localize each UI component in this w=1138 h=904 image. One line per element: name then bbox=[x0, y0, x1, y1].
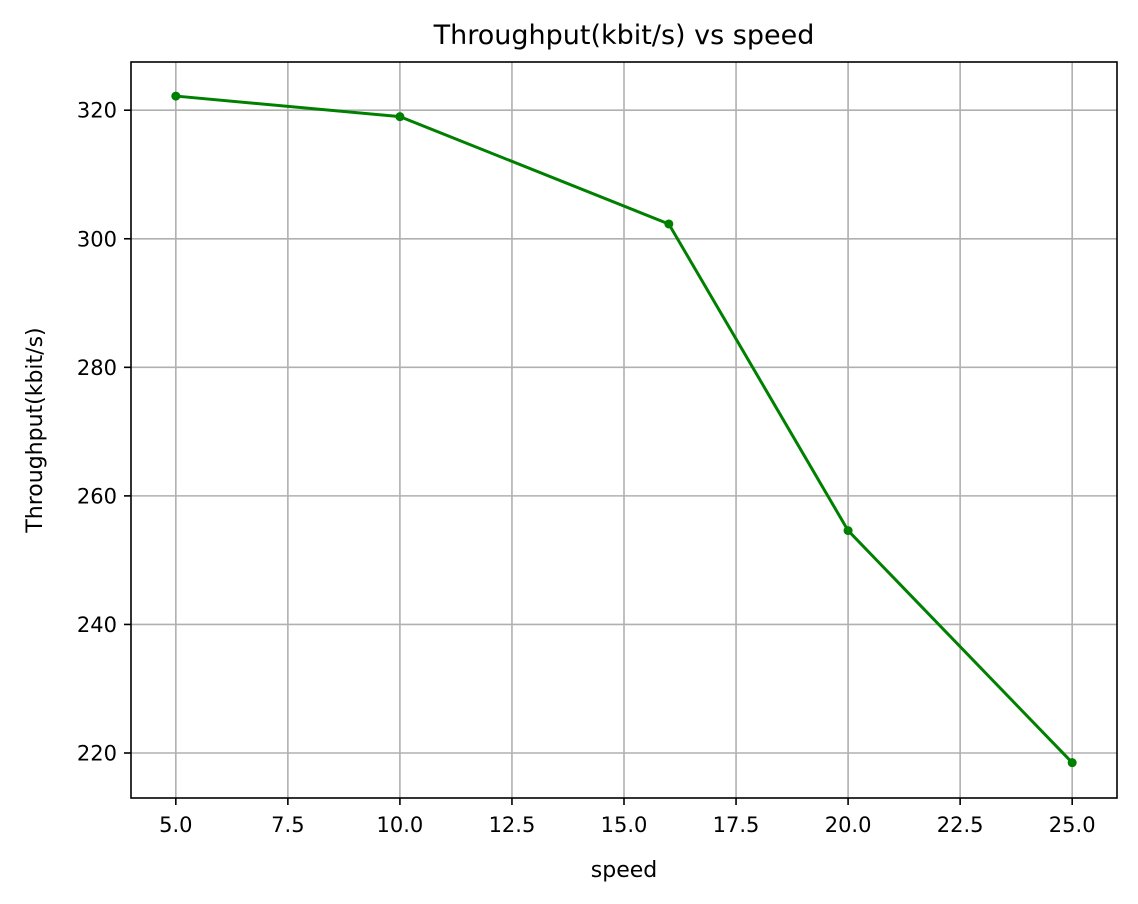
y-axis-label: Throughput(kbit/s) bbox=[23, 327, 48, 533]
x-tick-label: 22.5 bbox=[937, 813, 984, 837]
x-tick-label: 15.0 bbox=[601, 813, 648, 837]
x-tick-label: 5.0 bbox=[159, 813, 192, 837]
y-tick-label: 260 bbox=[77, 484, 117, 508]
x-tick-label: 12.5 bbox=[489, 813, 536, 837]
x-tick-label: 10.0 bbox=[377, 813, 424, 837]
data-point bbox=[171, 91, 181, 101]
y-tick-label: 220 bbox=[77, 742, 117, 766]
x-axis-label: speed bbox=[591, 858, 657, 883]
data-point bbox=[395, 112, 405, 122]
chart-title: Throughput(kbit/s) vs speed bbox=[433, 20, 815, 51]
data-point bbox=[664, 219, 674, 229]
x-tick-label: 17.5 bbox=[713, 813, 760, 837]
y-tick-label: 320 bbox=[77, 99, 117, 123]
series-layer bbox=[171, 91, 1077, 768]
x-tick-label: 20.0 bbox=[825, 813, 872, 837]
y-tick-label: 240 bbox=[77, 613, 117, 637]
data-point bbox=[1067, 758, 1077, 768]
data-point bbox=[843, 526, 853, 536]
y-tick-label: 300 bbox=[77, 227, 117, 251]
y-tick-label: 280 bbox=[77, 356, 117, 380]
x-tick-label: 25.0 bbox=[1049, 813, 1096, 837]
grid bbox=[131, 62, 1117, 798]
ticks: 5.0 7.5 10.0 12.5 15.0 17.5 20.0 22.5 25.0 220 240… bbox=[77, 99, 1096, 837]
x-tick-label: 7.5 bbox=[271, 813, 304, 837]
